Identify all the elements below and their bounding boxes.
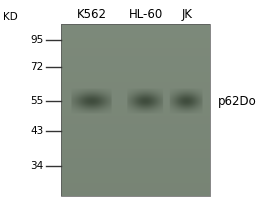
Text: 72: 72: [30, 62, 44, 72]
Text: 55: 55: [30, 96, 44, 106]
Text: KD: KD: [3, 12, 17, 22]
Text: p62Dok: p62Dok: [218, 95, 256, 107]
Text: 95: 95: [30, 35, 44, 45]
Text: 34: 34: [30, 161, 44, 171]
Bar: [61, 24, 210, 196]
Text: 43: 43: [30, 126, 44, 136]
Text: JK: JK: [182, 8, 192, 21]
Text: HL-60: HL-60: [129, 8, 163, 21]
Text: K562: K562: [77, 8, 107, 21]
